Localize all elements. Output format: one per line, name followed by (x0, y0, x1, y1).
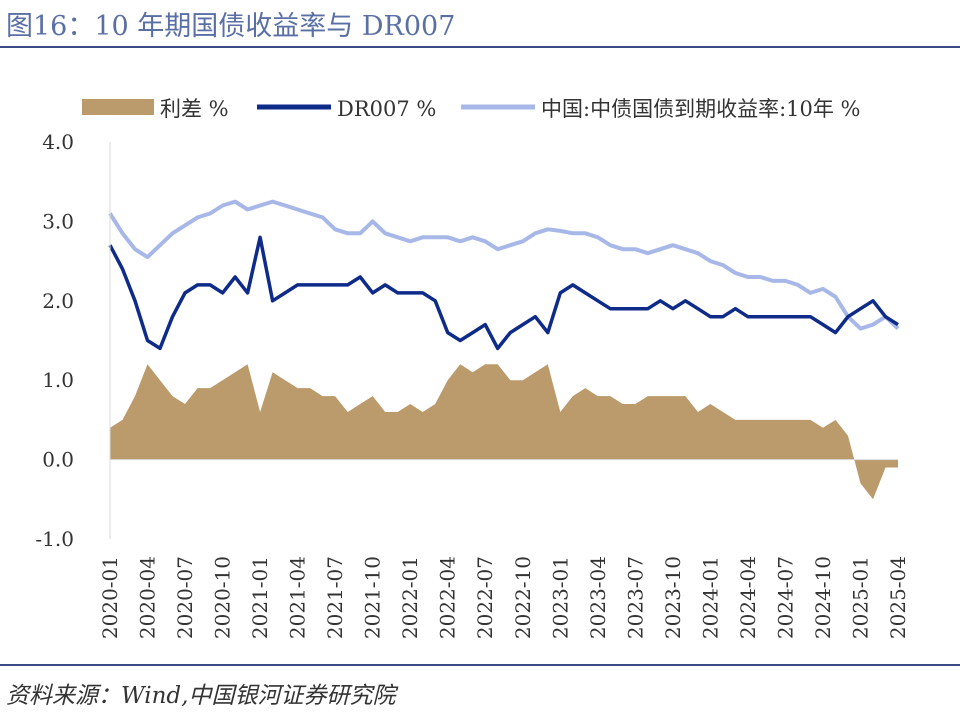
top-rule (0, 46, 960, 48)
x-tick-label: 2024-04 (736, 556, 760, 639)
y-tick-label: 3.0 (42, 209, 74, 233)
figure-title: 图16：10 年期国债收益率与 DR007 (6, 11, 456, 42)
x-tick-label: 2022-04 (436, 556, 460, 639)
bond10y-line (108, 199, 900, 331)
x-tick-label: 2024-01 (698, 556, 722, 639)
x-tick-label: 2022-10 (511, 556, 535, 639)
x-tick-label: 2021-01 (248, 556, 272, 639)
y-tick-label: -1.0 (35, 527, 74, 551)
legend-label-dr007: DR007 % (337, 97, 436, 121)
plot-area (108, 199, 900, 500)
x-tick-label: 2023-10 (661, 556, 685, 639)
bottom-rule (0, 664, 960, 666)
legend-label-spread: 利差 % (160, 97, 229, 121)
x-tick-label: 2023-07 (623, 556, 647, 639)
x-tick-label: 2020-10 (211, 556, 235, 639)
y-tick-label: 0.0 (42, 448, 74, 472)
x-tick-label: 2025-04 (886, 556, 910, 639)
x-axis: 2020-01 2020-04 2020-07 2020-10 2021-01 2021-… (98, 556, 910, 639)
chart: 利差 % DR007 % 中国:中债国债到期收益率:10年 % -1.0 0.0 1… (35, 97, 910, 639)
source-note: 资料来源：Wind,中国银河证券研究院 (6, 683, 396, 709)
legend-swatch-spread (82, 99, 154, 115)
y-tick-label: 2.0 (42, 289, 74, 313)
x-tick-label: 2023-01 (548, 556, 572, 639)
y-axis: -1.0 0.0 1.0 2.0 3.0 4.0 (35, 130, 111, 551)
x-tick-label: 2024-07 (773, 556, 797, 639)
legend: 利差 % DR007 % 中国:中债国债到期收益率:10年 % (82, 97, 861, 121)
y-tick-label: 1.0 (42, 368, 74, 392)
x-tick-label: 2021-04 (286, 556, 310, 639)
x-tick-label: 2020-01 (98, 556, 122, 639)
x-tick-label: 2022-01 (398, 556, 422, 639)
x-tick-label: 2023-04 (586, 556, 610, 639)
x-tick-label: 2025-01 (849, 556, 873, 639)
x-tick-label: 2020-04 (136, 556, 160, 639)
y-tick-label: 4.0 (42, 130, 74, 154)
x-tick-label: 2022-07 (473, 556, 497, 639)
x-tick-label: 2020-07 (173, 556, 197, 639)
legend-label-bond10y: 中国:中债国债到期收益率:10年 % (541, 97, 861, 121)
x-tick-label: 2021-10 (361, 556, 385, 639)
x-tick-label: 2024-10 (811, 556, 835, 639)
dr007-line (108, 235, 899, 351)
x-tick-label: 2021-07 (323, 556, 347, 639)
spread-area (110, 364, 898, 500)
